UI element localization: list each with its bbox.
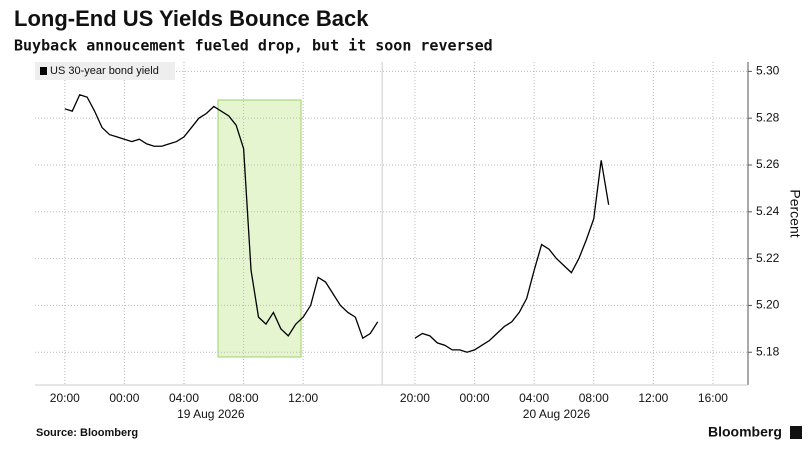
brand-icon <box>790 426 802 439</box>
y-tick-label: 5.26 <box>756 157 780 171</box>
legend-swatch <box>40 67 47 75</box>
x-tick-label: 12:00 <box>288 391 318 405</box>
chart-title: Long-End US Yields Bounce Back <box>14 6 369 31</box>
chart-subtitle: Buyback annoucement fueled drop, but it … <box>14 37 493 55</box>
y-tick-label: 5.24 <box>756 204 780 218</box>
x-tick-label: 12:00 <box>638 391 668 405</box>
legend-label: US 30-year bond yield <box>50 65 159 77</box>
brand: Bloomberg <box>708 424 782 440</box>
date-label: 20 Aug 2026 <box>523 407 591 421</box>
y-tick-label: 5.30 <box>756 64 780 78</box>
x-tick-label: 04:00 <box>169 391 199 405</box>
x-tick-label: 00:00 <box>109 391 139 405</box>
y-tick-label: 5.18 <box>756 344 780 358</box>
date-label: 19 Aug 2026 <box>177 407 245 421</box>
x-tick-label: 20:00 <box>400 391 430 405</box>
data-line <box>64 93 379 340</box>
x-tick-label: 04:00 <box>519 391 549 405</box>
x-tick-label: 16:00 <box>698 391 728 405</box>
legend-box <box>35 62 175 80</box>
source: Source: Bloomberg <box>36 427 138 439</box>
highlight-box <box>217 99 302 358</box>
x-tick-label: 08:00 <box>229 391 259 405</box>
y-axis-title: Percent <box>787 189 803 237</box>
x-tick-label: 08:00 <box>579 391 609 405</box>
y-tick-label: 5.22 <box>756 251 780 265</box>
data-line <box>414 160 610 353</box>
x-tick-label: 20:00 <box>50 391 80 405</box>
y-tick-label: 5.20 <box>756 298 780 312</box>
x-tick-label: 00:00 <box>460 391 490 405</box>
y-tick-label: 5.28 <box>756 110 780 124</box>
